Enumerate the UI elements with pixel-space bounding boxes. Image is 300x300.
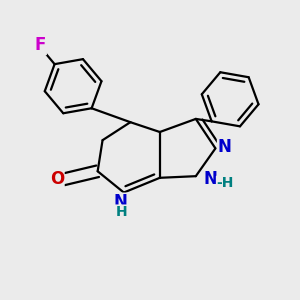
Text: F: F: [35, 37, 46, 55]
Text: O: O: [50, 170, 64, 188]
Text: N: N: [204, 170, 218, 188]
Text: -H: -H: [217, 176, 234, 190]
Text: H: H: [116, 205, 127, 219]
Text: N: N: [218, 138, 232, 156]
Text: N: N: [114, 193, 128, 211]
